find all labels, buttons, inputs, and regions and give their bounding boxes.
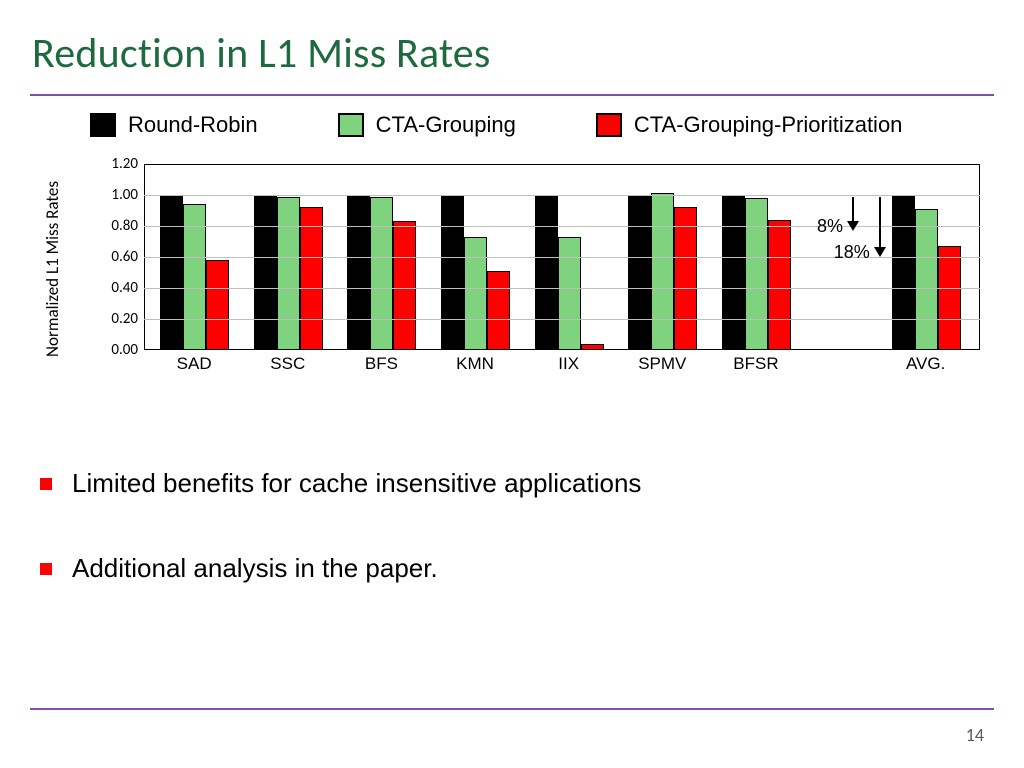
x-tick-label: SPMV: [638, 354, 686, 374]
bar: [674, 207, 697, 350]
y-tick-label: 1.20: [100, 155, 138, 173]
legend-item-cta-grouping: CTA-Grouping: [338, 112, 516, 138]
bullet-marker-icon: [40, 563, 52, 575]
bar: [441, 195, 464, 350]
bar-group: [892, 195, 961, 350]
x-tick-label: KMN: [456, 354, 494, 374]
bar: [581, 344, 604, 350]
bar: [722, 195, 745, 350]
legend-label: CTA-Grouping-Prioritization: [634, 112, 903, 138]
bar: [206, 260, 229, 350]
bar-group: [535, 195, 604, 350]
bar: [745, 198, 768, 350]
y-tick-label: 0.20: [100, 310, 138, 328]
legend-swatch: [338, 113, 364, 137]
x-tick-label: SSC: [270, 354, 305, 374]
bar-group: [628, 193, 697, 350]
bar: [558, 237, 581, 350]
bullet-item: Additional analysis in the paper.: [40, 553, 984, 584]
gridline: [144, 319, 980, 320]
bar: [254, 195, 277, 350]
bar: [535, 195, 558, 350]
legend-label: CTA-Grouping: [376, 112, 516, 138]
bar: [768, 220, 791, 350]
y-tick-label: 0.00: [100, 341, 138, 359]
x-tick-label: BFSR: [733, 354, 778, 374]
y-tick-label: 0.60: [100, 248, 138, 266]
bar-group: [254, 195, 323, 350]
bar: [487, 271, 510, 350]
chart-annotation: 8%: [817, 216, 859, 237]
annotation-text: 18%: [834, 242, 870, 263]
x-tick-label: SAD: [177, 354, 212, 374]
chart-annotation: 18%: [834, 242, 886, 263]
bar-group: [441, 195, 510, 350]
bar: [300, 207, 323, 350]
bar: [370, 197, 393, 350]
title-divider: [30, 94, 994, 96]
legend-swatch: [596, 113, 622, 137]
bullet-text: Additional analysis in the paper.: [72, 553, 438, 584]
arrow-down-icon: [847, 197, 859, 231]
bullet-list: Limited benefits for cache insensitive a…: [40, 468, 984, 638]
bar: [651, 193, 674, 350]
y-axis-label: Normalized L1 Miss Rates: [42, 164, 63, 374]
footer-divider: [30, 708, 994, 710]
x-tick-label: AVG.: [906, 354, 945, 374]
bar: [393, 221, 416, 350]
page-number: 14: [966, 724, 984, 746]
bar: [160, 195, 183, 350]
legend-label: Round-Robin: [128, 112, 258, 138]
legend-item-round-robin: Round-Robin: [90, 112, 258, 138]
y-tick-label: 0.80: [100, 217, 138, 235]
annotation-text: 8%: [817, 216, 843, 237]
bar-group: [722, 195, 791, 350]
arrow-down-icon: [874, 197, 886, 257]
bar: [347, 195, 370, 350]
bar-chart: 0.000.200.400.600.801.001.20 SADSSCBFSKM…: [100, 164, 980, 374]
bar-group: [160, 195, 229, 350]
bar: [628, 195, 651, 350]
legend-swatch: [90, 113, 116, 137]
bar: [915, 209, 938, 350]
x-tick-label: IIX: [558, 354, 579, 374]
legend-item-cta-grouping-prioritization: CTA-Grouping-Prioritization: [596, 112, 903, 138]
bullet-text: Limited benefits for cache insensitive a…: [72, 468, 641, 499]
bar: [892, 195, 915, 350]
bullet-item: Limited benefits for cache insensitive a…: [40, 468, 984, 499]
chart-legend: Round-Robin CTA-Grouping CTA-Grouping-Pr…: [90, 108, 994, 142]
bar: [464, 237, 487, 350]
x-tick-label: BFS: [365, 354, 398, 374]
bar: [277, 197, 300, 350]
y-tick-label: 1.00: [100, 186, 138, 204]
slide-title: Reduction in L1 Miss Rates: [32, 28, 490, 79]
bullet-marker-icon: [40, 478, 52, 490]
y-tick-label: 0.40: [100, 279, 138, 297]
bar: [938, 246, 961, 350]
slide: Reduction in L1 Miss Rates Round-Robin C…: [0, 0, 1024, 768]
gridline: [144, 288, 980, 289]
bar-group: [347, 195, 416, 350]
